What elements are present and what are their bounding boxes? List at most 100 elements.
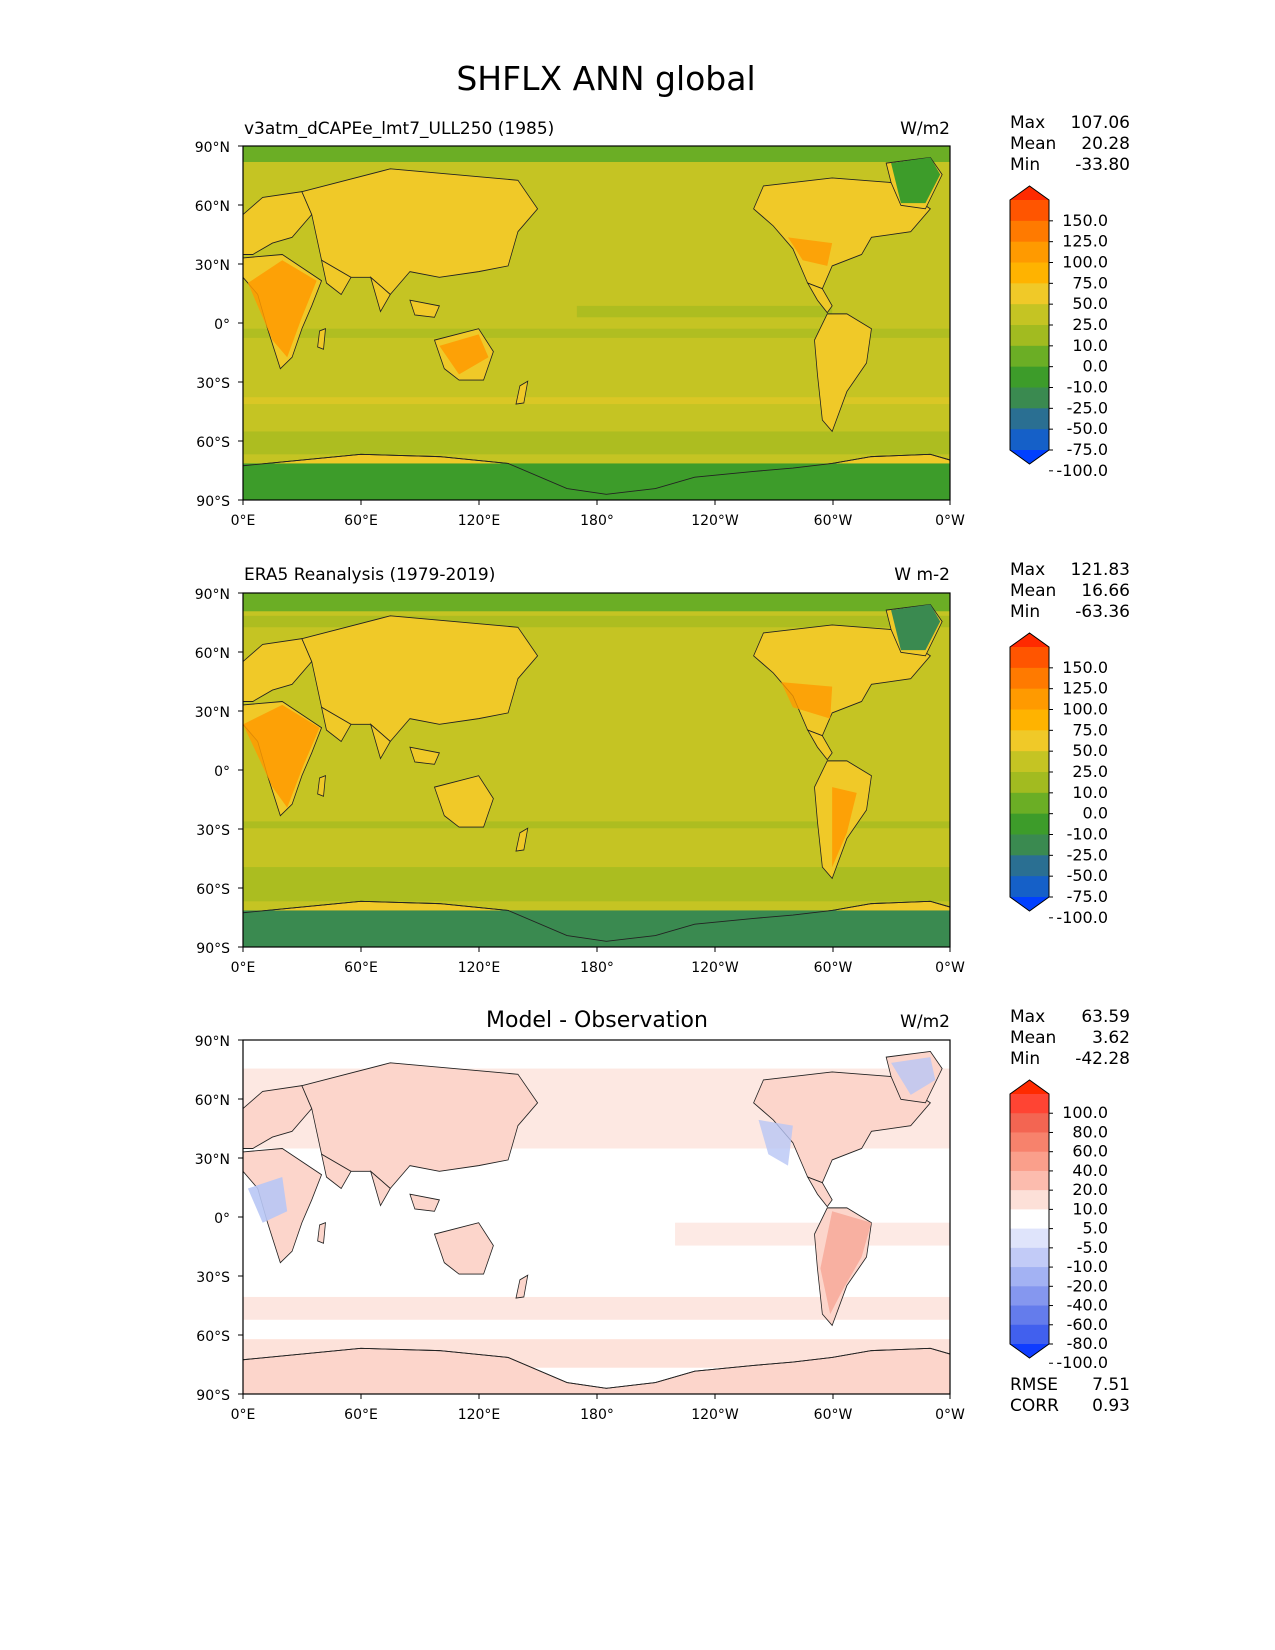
colorbar-tick-label: 25.0 [1072,315,1108,334]
colorbar-band [1010,792,1049,815]
colorbar-band [1010,366,1049,388]
diff-colorbar: 100.080.060.040.020.010.05.0-5.0-10.0-20… [1009,1079,1108,1372]
diff-metrics: RMSE 7.51 CORR 0.93 [1010,1375,1130,1416]
lon-tick-label: 0°W [935,513,965,529]
lat-tick-label: 0° [214,317,230,333]
lat-tick-label: 0° [214,764,230,780]
diff-stats: Max 63.59 Mean 3.62 Min -42.28 [1010,1007,1130,1069]
colorbar-band [1010,1324,1049,1345]
colorbar-extend-max [1010,1080,1049,1094]
lon-tick-label: 60°E [344,1407,378,1423]
colorbar-tick-label: 75.0 [1072,273,1108,292]
lon-tick-label: 120°W [691,1407,739,1423]
colorbar-tick-label: -25.0 [1067,398,1108,417]
colorbar-tick-label: 0.0 [1083,357,1108,376]
lat-tick-label: 60°N [195,646,230,662]
colorbar-tick-label: -20.0 [1067,1276,1108,1295]
colorbar-tick-label: -100.0 [1056,908,1108,927]
stat-value: 20.28 [1081,134,1130,154]
colorbar-band [1010,709,1049,731]
lon-tick-label: 0°E [231,513,256,529]
lat-tick-label: 90°S [196,1388,230,1404]
colorbar-band [1010,1190,1049,1210]
lat-tick-label: 60°S [196,882,230,898]
panel-title-center: Model - Observation [486,1008,708,1033]
lon-tick-label: 180° [580,1407,614,1423]
colorbar-tick-label: 10.0 [1072,783,1108,802]
colorbar-tick-label: 150.0 [1062,658,1108,677]
colorbar-band [1010,304,1049,326]
colorbar-tick-label: -75.0 [1067,887,1108,906]
lat-tick-label: 90°S [196,494,230,510]
obs-axis-ticks: 90°N 60°N 30°N 0° 30°S 60°S 90°S 0°E 60°… [195,587,965,976]
stat-label: Mean [1010,1028,1056,1048]
colorbar-tick-label: -10.0 [1067,378,1108,397]
colorbar-band [1010,813,1049,835]
colorbar-band [1010,345,1049,368]
lon-tick-label: 0°E [231,960,256,976]
colorbar-tick-label: 25.0 [1072,762,1108,781]
lat-tick-label: 0° [214,1211,230,1227]
lat-tick-label: 90°N [195,587,230,603]
stat-label: Min [1010,1049,1040,1069]
colorbar-band [1010,1228,1049,1249]
diff-map [242,1039,951,1395]
colorbar-tick-label: 100.0 [1062,1103,1108,1122]
colorbar-tick-label: -50.0 [1067,866,1108,885]
stat-label: Min [1010,155,1040,175]
model-colorbar: 150.0125.0100.075.050.025.010.00.0-10.0-… [1009,185,1108,480]
lon-tick-label: 60°W [814,513,853,529]
colorbar-band [1010,772,1049,794]
lat-tick-label: 30°N [195,705,230,721]
panel-title-left: ERA5 Reanalysis (1979-2019) [244,565,495,585]
diff-axis-ticks: 90°N 60°N 30°N 0° 30°S 60°S 90°S 0°E 60°… [195,1034,965,1423]
colorbar-tick-label: 100.0 [1062,253,1108,272]
lat-tick-label: 30°S [196,1270,230,1286]
lat-tick-label: 90°N [195,1034,230,1050]
lon-tick-label: 0°W [935,960,965,976]
panel-units: W/m2 [900,1012,950,1032]
colorbar-band [1010,1170,1049,1191]
colorbar-band [1010,1094,1049,1114]
stat-value: 63.59 [1081,1007,1130,1027]
lat-tick-label: 60°S [196,1329,230,1345]
stat-label: Mean [1010,134,1056,154]
colorbar-tick-label: 50.0 [1072,294,1108,313]
obs-panel: ERA5 Reanalysis (1979-2019) W m-2 90°N [195,560,1130,976]
colorbar-tick-label: 125.0 [1062,232,1108,251]
colorbar-band [1010,1267,1049,1287]
colorbar-band [1010,262,1049,284]
lat-tick-label: 30°S [196,376,230,392]
lon-tick-label: 120°E [458,1407,501,1423]
lat-tick-label: 30°S [196,823,230,839]
colorbar-tick-label: 5.0 [1083,1219,1108,1238]
stat-label: Max [1010,113,1045,133]
model-panel: v3atm_dCAPEe_lmt7_ULL250 (1985) W/m2 [195,113,1130,529]
stat-value: -63.36 [1075,602,1130,622]
lat-tick-label: 60°N [195,1093,230,1109]
lon-tick-label: 180° [580,513,614,529]
lon-tick-label: 60°W [814,1407,853,1423]
colorbar-tick-label: -40.0 [1067,1296,1108,1315]
model-axis-ticks: 90°N 60°N 30°N 0° 30°S 60°S 90°S 0°E 60°… [195,140,965,529]
colorbar-band [1010,387,1049,409]
panel-units: W/m2 [900,119,950,139]
lon-tick-label: 120°W [691,960,739,976]
colorbar-tick-label: 10.0 [1072,1199,1108,1218]
lat-tick-label: 90°S [196,941,230,957]
lat-tick-label: 30°N [195,258,230,274]
panel-units: W m-2 [894,565,950,585]
colorbar-band [1010,730,1049,752]
stat-value: 107.06 [1071,113,1130,133]
colorbar-tick-label: -75.0 [1067,440,1108,459]
lon-tick-label: 0°E [231,1407,256,1423]
lat-tick-label: 30°N [195,1152,230,1168]
colorbar-band [1010,834,1049,856]
colorbar-band [1010,1286,1049,1307]
lon-tick-label: 0°W [935,1407,965,1423]
model-stats: Max 107.06 Mean 20.28 Min -33.80 [1010,113,1130,175]
colorbar-tick-label: 75.0 [1072,720,1108,739]
colorbar-band [1010,1113,1049,1133]
lon-tick-label: 120°W [691,513,739,529]
colorbar-extend-max [1010,633,1049,647]
